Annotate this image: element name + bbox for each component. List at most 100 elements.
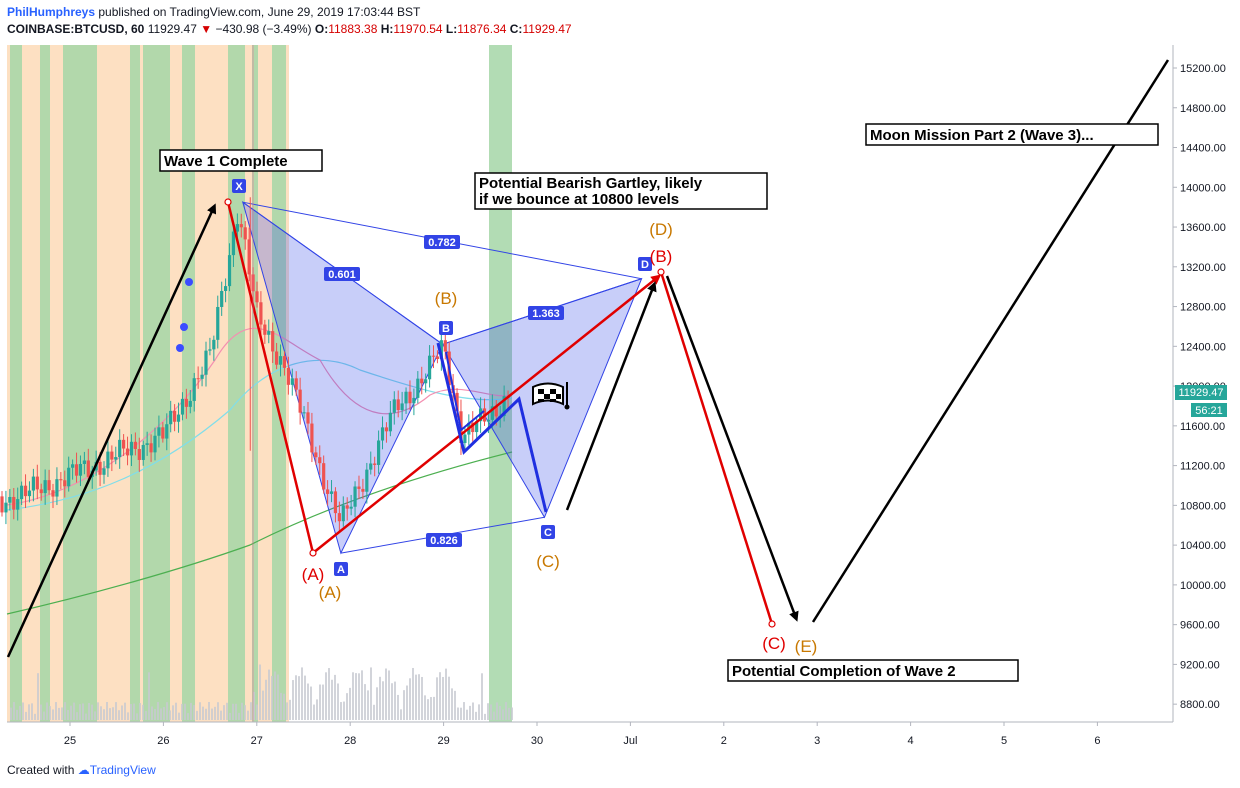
volume-bar xyxy=(115,702,117,720)
price-candles xyxy=(0,197,510,533)
point-label-a: A xyxy=(337,564,345,576)
candle-body xyxy=(400,403,404,411)
volume-bar xyxy=(253,691,255,720)
volume-bar xyxy=(388,670,390,720)
candle-body xyxy=(12,496,16,510)
gartley-text-1: Potential Bearish Gartley, likely xyxy=(479,175,703,192)
author-link[interactable]: PhilHumphreys xyxy=(7,5,96,19)
green-session-zone xyxy=(252,45,258,722)
point-label-c: C xyxy=(544,527,552,539)
candle-body xyxy=(365,469,369,492)
volume-bar xyxy=(313,704,315,720)
volume-bar xyxy=(442,676,444,720)
volume-bar xyxy=(334,674,336,720)
projection-arrow-down xyxy=(665,275,799,622)
volume-bar xyxy=(436,677,438,720)
gartley-note: Potential Bearish Gartley, likely if we … xyxy=(474,172,768,210)
volume-bar xyxy=(124,702,126,720)
candle-body xyxy=(137,449,141,460)
candle-body xyxy=(255,291,259,303)
candle-body xyxy=(59,479,63,481)
moon-text: Moon Mission Part 2 (Wave 3)... xyxy=(870,127,1094,144)
tradingview-logo-icon[interactable]: ☁ xyxy=(77,763,90,777)
candle-body xyxy=(396,399,400,411)
candle-body xyxy=(125,448,130,456)
time-tick-label: 27 xyxy=(251,735,263,747)
candle-body xyxy=(67,467,71,487)
candle-body xyxy=(20,485,24,500)
candle-body xyxy=(39,489,43,494)
blue-zigzag xyxy=(436,342,548,513)
candle-body xyxy=(153,435,157,453)
candle-body xyxy=(165,424,169,439)
point-badge-b xyxy=(439,321,453,335)
candle-body xyxy=(329,491,334,494)
volume-bar xyxy=(160,708,162,720)
volume-bar xyxy=(259,664,261,720)
volume-bar xyxy=(106,702,108,720)
price-tick-label: 10800.00 xyxy=(1180,500,1226,512)
green-session-zone xyxy=(130,45,140,722)
wave-label-e-orange: (E) xyxy=(795,637,818,656)
volume-bar xyxy=(25,711,27,720)
volume-bar xyxy=(364,684,366,720)
volume-bar xyxy=(88,703,90,720)
candle-body xyxy=(306,412,310,424)
candle-body xyxy=(82,460,86,464)
volume-bar xyxy=(199,702,201,720)
candle-body xyxy=(98,461,102,475)
candle-body xyxy=(106,451,110,469)
candle-body xyxy=(51,490,55,497)
ratio-label: 0.826 xyxy=(430,535,458,547)
volume-bar xyxy=(346,693,348,720)
point-label-b: B xyxy=(442,323,450,335)
wave-labels: (A)(A) (B) (C) (D) (B) (C) (E) xyxy=(302,220,818,656)
time-tick-label: 3 xyxy=(814,735,820,747)
wave-label-b-orange: (B) xyxy=(435,289,458,308)
volume-bar xyxy=(139,702,141,720)
candle-body xyxy=(196,378,200,380)
price-tick-label: 12800.00 xyxy=(1180,302,1226,314)
ratio-badge xyxy=(424,235,460,249)
volume-bar xyxy=(220,710,222,720)
candle-body xyxy=(78,463,83,476)
volume-bar xyxy=(337,683,339,720)
volume-bar xyxy=(232,703,234,720)
volume-bar xyxy=(190,702,192,720)
candle-body xyxy=(74,464,79,476)
volume-bar xyxy=(73,702,75,720)
tradingview-brand[interactable]: TradingView xyxy=(89,763,156,777)
ratio-badge xyxy=(324,267,360,281)
point-badge-x xyxy=(232,179,246,193)
symbol-label[interactable]: COINBASE:BTCUSD, 60 xyxy=(7,22,145,36)
volume-bar xyxy=(352,672,354,720)
candle-body xyxy=(337,513,341,522)
volume-bar xyxy=(67,709,69,720)
price-tick-label: 14400.00 xyxy=(1180,143,1226,155)
volume-bar xyxy=(457,707,459,720)
volume-bar xyxy=(469,705,471,720)
candle-body xyxy=(173,410,177,422)
candle-body xyxy=(408,391,412,404)
green-session-zone xyxy=(272,45,286,722)
price-tick-label: 9200.00 xyxy=(1180,659,1220,671)
green-session-zone xyxy=(63,45,97,722)
candle-body xyxy=(369,463,373,470)
volume-bar xyxy=(355,673,357,720)
volume-bar xyxy=(184,703,186,720)
volume-bar xyxy=(502,709,504,720)
volume-bar xyxy=(28,704,30,720)
candle-body xyxy=(176,414,181,422)
volume-bar xyxy=(148,672,150,720)
candle-body xyxy=(384,427,389,432)
volume-bar xyxy=(235,703,237,720)
volume-bar xyxy=(22,702,24,720)
volume-bar xyxy=(427,699,429,720)
volume-bar xyxy=(379,676,381,720)
candle-body xyxy=(318,457,322,464)
volume-bar xyxy=(250,702,252,720)
candle-body xyxy=(188,400,192,407)
candle-body xyxy=(161,427,165,439)
price-axis: 15200.00 14800.00 14400.00 14000.00 13600.00… xyxy=(1172,45,1226,722)
